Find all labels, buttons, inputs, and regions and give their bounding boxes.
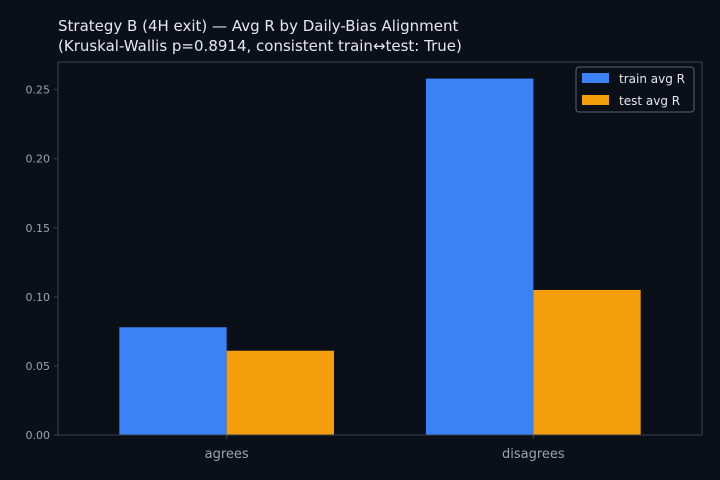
x-category-label-agrees: agrees: [205, 447, 249, 462]
bar-test-disagrees: [533, 289, 641, 435]
legend-label-test: test avg R: [619, 94, 680, 108]
y-axis-ticks: 0.00 0.05 0.10 0.15 0.20 0.25: [26, 84, 58, 442]
x-category-label-disagrees: disagrees: [502, 447, 565, 462]
y-tick-label-4: 0.20: [26, 153, 51, 166]
plot-frame: [57, 61, 703, 436]
legend-swatch-test: [582, 95, 609, 105]
chart-title-line-2: (Kruskal-Wallis p=0.8914, consistent tra…: [58, 37, 462, 55]
legend: train avg R test avg R: [575, 66, 695, 113]
y-tick-label-5: 0.25: [26, 84, 51, 97]
bar-test-agrees: [226, 350, 334, 435]
y-tick-label-2: 0.10: [26, 291, 51, 304]
y-tick-label-3: 0.15: [26, 222, 51, 235]
x-axis-labels: agrees disagrees: [205, 435, 565, 462]
y-tick-label-0: 0.00: [26, 429, 51, 442]
bar-train-disagrees: [426, 78, 534, 436]
legend-swatch-train: [582, 73, 609, 83]
legend-label-train: train avg R: [619, 72, 685, 86]
chart-title-line-1: Strategy B (4H exit) — Avg R by Daily-Bi…: [58, 17, 458, 35]
y-tick-label-1: 0.05: [26, 360, 51, 373]
bar-train-agrees: [119, 327, 227, 435]
bars: [119, 78, 641, 436]
